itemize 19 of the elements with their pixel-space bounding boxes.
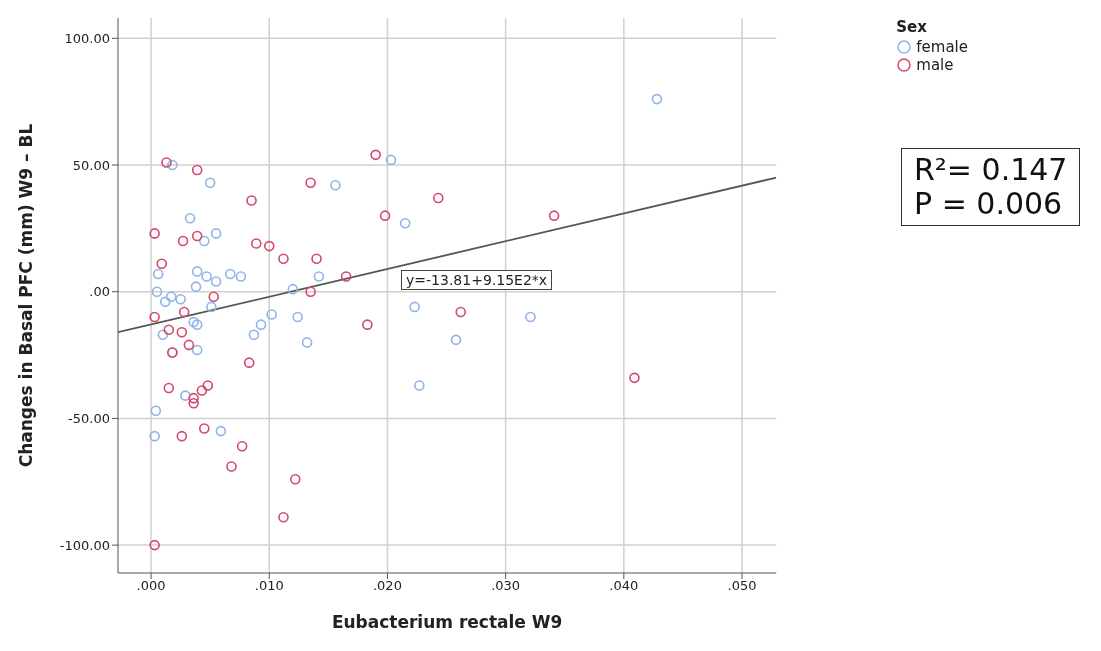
text: P = 0.006 bbox=[914, 186, 1064, 221]
x-axis-title: Eubacterium rectale W9 bbox=[331, 612, 563, 632]
y-tick-label: 100.00 bbox=[64, 30, 110, 46]
y-tick-label: -50.00 bbox=[68, 411, 110, 427]
legend-title: Sex bbox=[896, 18, 928, 36]
text: R²= 0.147 bbox=[914, 152, 1068, 187]
y-tick-label: .00 bbox=[89, 284, 110, 300]
y-tick-label: 50.00 bbox=[72, 157, 110, 173]
y-axis-title: Changes in Basal PFC (mm) W9 – BL bbox=[16, 123, 37, 468]
legend-label: male bbox=[916, 56, 954, 74]
x-tick-label: .040 bbox=[609, 578, 639, 594]
annotation: y=-13.81+9.15E2*x bbox=[401, 270, 553, 290]
x-tick-label: .030 bbox=[491, 578, 521, 594]
y-tick-label: -100.00 bbox=[59, 537, 110, 553]
x-tick-label: .000 bbox=[136, 578, 166, 594]
x-tick-label: .020 bbox=[372, 578, 402, 594]
x-tick-label: .010 bbox=[254, 578, 284, 594]
x-tick-label: .050 bbox=[727, 578, 757, 594]
legend-label: female bbox=[916, 38, 968, 56]
